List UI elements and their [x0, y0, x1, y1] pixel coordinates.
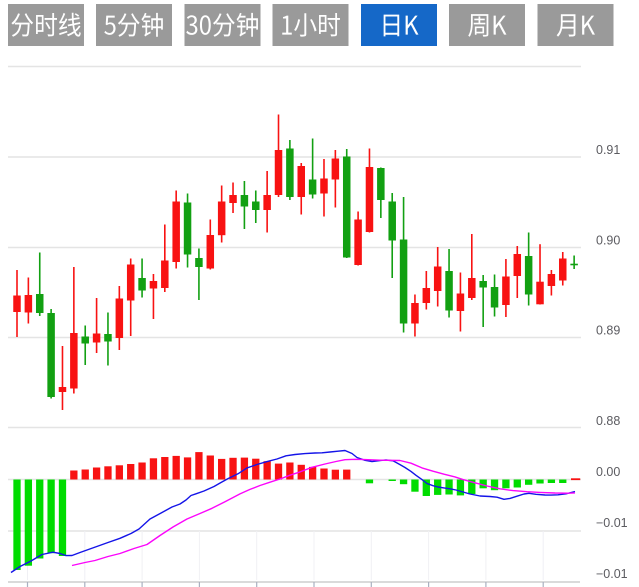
svg-text:0.91: 0.91: [596, 143, 620, 157]
svg-text:−0.01: −0.01: [596, 516, 628, 530]
svg-text:0.90: 0.90: [596, 234, 620, 248]
svg-text:0.00: 0.00: [596, 465, 620, 479]
svg-text:−0.01: −0.01: [596, 567, 628, 581]
svg-text:0.89: 0.89: [596, 324, 620, 338]
svg-text:0.88: 0.88: [596, 414, 620, 428]
